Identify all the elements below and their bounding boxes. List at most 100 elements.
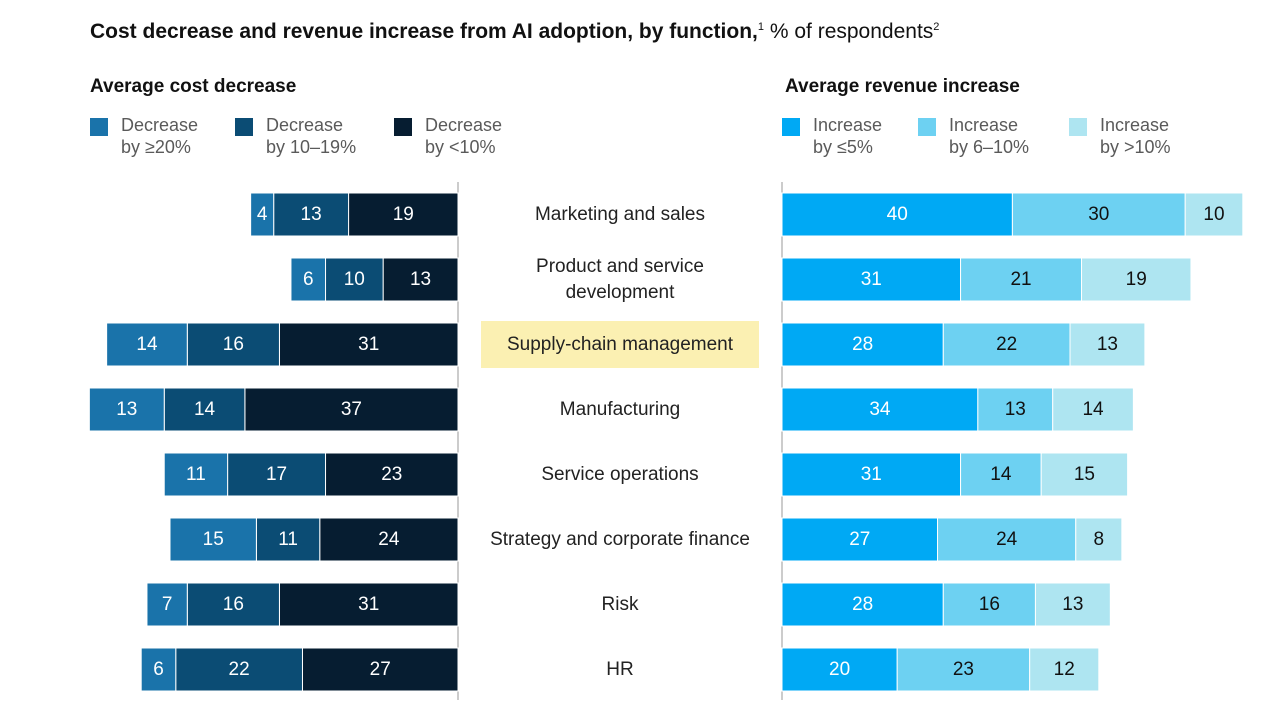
cost-value-label: 17 bbox=[266, 464, 287, 485]
cost-bar bbox=[382, 257, 459, 302]
revenue-value-label: 24 bbox=[996, 529, 1018, 550]
cost-value-label: 13 bbox=[116, 399, 137, 420]
revenue-bar bbox=[1069, 322, 1146, 367]
revenue-bar bbox=[1075, 517, 1123, 562]
cost-bar bbox=[301, 647, 459, 692]
revenue-value-label: 27 bbox=[849, 529, 870, 550]
revenue-bar bbox=[942, 322, 1071, 367]
category-label-supply-chain-management: Supply-chain management bbox=[507, 334, 734, 355]
revenue-value-label: 23 bbox=[953, 659, 974, 680]
category-label-manufacturing: Manufacturing bbox=[560, 399, 680, 420]
cost-bar bbox=[146, 582, 188, 627]
cost-value-label: 23 bbox=[381, 464, 402, 485]
cost-value-label: 13 bbox=[410, 269, 431, 290]
cost-value-label: 19 bbox=[393, 204, 414, 225]
category-label-marketing-and-sales: Marketing and sales bbox=[535, 204, 705, 225]
cost-value-label: 14 bbox=[194, 399, 216, 420]
cost-bar bbox=[88, 387, 165, 432]
cost-value-label: 31 bbox=[358, 334, 379, 355]
legend-swatch bbox=[235, 118, 253, 136]
revenue-bar bbox=[960, 452, 1042, 497]
cost-value-label: 11 bbox=[186, 464, 206, 485]
cost-value-label: 7 bbox=[162, 594, 173, 615]
legend-swatch bbox=[394, 118, 412, 136]
revenue-value-label: 28 bbox=[852, 594, 873, 615]
category-label-service-operations: Service operations bbox=[541, 464, 698, 485]
revenue-value-label: 31 bbox=[861, 464, 882, 485]
revenue-value-label: 10 bbox=[1203, 204, 1224, 225]
legend-swatch bbox=[782, 118, 800, 136]
category-label-hr: HR bbox=[606, 659, 633, 680]
revenue-bar bbox=[781, 192, 1013, 237]
revenue-value-label: 8 bbox=[1094, 529, 1105, 550]
revenue-bar bbox=[1011, 192, 1186, 237]
revenue-value-label: 13 bbox=[1062, 594, 1083, 615]
cost-bar bbox=[106, 322, 188, 367]
cost-panel-title: Average cost decrease bbox=[90, 76, 297, 97]
cost-bar bbox=[169, 517, 257, 562]
cost-bar bbox=[163, 452, 229, 497]
revenue-value-label: 16 bbox=[979, 594, 1000, 615]
revenue-value-label: 13 bbox=[1097, 334, 1118, 355]
legend-label: Decrease by <10% bbox=[425, 115, 503, 157]
chart-title-unit: % of respondents bbox=[764, 20, 934, 43]
cost-bar bbox=[175, 647, 303, 692]
revenue-bar bbox=[937, 517, 1077, 562]
revenue-bar bbox=[1184, 192, 1244, 237]
cost-value-label: 24 bbox=[378, 529, 400, 550]
cost-value-label: 16 bbox=[223, 334, 244, 355]
legend-label: Decrease by ≥20% bbox=[121, 115, 199, 157]
revenue-value-label: 40 bbox=[887, 204, 908, 225]
revenue-value-label: 14 bbox=[1082, 399, 1104, 420]
legend-swatch bbox=[90, 118, 108, 136]
cost-bar bbox=[278, 322, 459, 367]
cost-bar bbox=[163, 387, 246, 432]
cost-value-label: 31 bbox=[358, 594, 379, 615]
cost-value-label: 11 bbox=[278, 529, 298, 550]
cost-value-label: 10 bbox=[344, 269, 365, 290]
revenue-value-label: 20 bbox=[829, 659, 850, 680]
footnote-1: 1 bbox=[757, 21, 765, 33]
cost-bar bbox=[325, 257, 384, 302]
cost-bar bbox=[255, 517, 321, 562]
cost-value-label: 27 bbox=[370, 659, 391, 680]
cost-value-label: 4 bbox=[257, 204, 268, 225]
revenue-value-label: 14 bbox=[990, 464, 1012, 485]
cost-value-label: 16 bbox=[223, 594, 244, 615]
revenue-value-label: 15 bbox=[1074, 464, 1095, 485]
cost-value-label: 14 bbox=[136, 334, 158, 355]
revenue-bar bbox=[781, 647, 898, 692]
legend-label: Increase by ≤5% bbox=[813, 115, 883, 157]
revenue-value-label: 13 bbox=[1005, 399, 1026, 420]
cost-bar bbox=[186, 582, 280, 627]
category-label-product-and-service-development: development bbox=[566, 282, 676, 303]
revenue-bar bbox=[1029, 647, 1100, 692]
revenue-value-label: 28 bbox=[852, 334, 873, 355]
legend-label: Increase by >10% bbox=[1100, 115, 1171, 157]
revenue-value-label: 22 bbox=[996, 334, 1017, 355]
category-label-strategy-and-corporate-finance: Strategy and corporate finance bbox=[490, 529, 750, 550]
revenue-bar bbox=[977, 387, 1054, 432]
legend-swatch bbox=[918, 118, 936, 136]
cost-value-label: 37 bbox=[341, 399, 362, 420]
cost-bar bbox=[278, 582, 459, 627]
revenue-value-label: 21 bbox=[1010, 269, 1031, 290]
cost-value-label: 13 bbox=[301, 204, 322, 225]
legend-label: Decrease by 10–19% bbox=[266, 115, 357, 157]
revenue-bar bbox=[960, 257, 1083, 302]
category-highlight bbox=[481, 321, 759, 368]
revenue-value-label: 30 bbox=[1088, 204, 1109, 225]
revenue-value-label: 31 bbox=[861, 269, 882, 290]
chart-title: Cost decrease and revenue increase from … bbox=[90, 20, 939, 44]
cost-value-label: 15 bbox=[203, 529, 224, 550]
cost-bar bbox=[250, 192, 275, 237]
revenue-bar bbox=[896, 647, 1031, 692]
cost-value-label: 6 bbox=[153, 659, 164, 680]
revenue-value-label: 19 bbox=[1126, 269, 1147, 290]
legend-label: Increase by 6–10% bbox=[949, 115, 1030, 157]
cost-bar bbox=[290, 257, 327, 302]
cost-bar bbox=[325, 452, 459, 497]
revenue-value-label: 12 bbox=[1054, 659, 1075, 680]
revenue-value-label: 34 bbox=[869, 399, 891, 420]
